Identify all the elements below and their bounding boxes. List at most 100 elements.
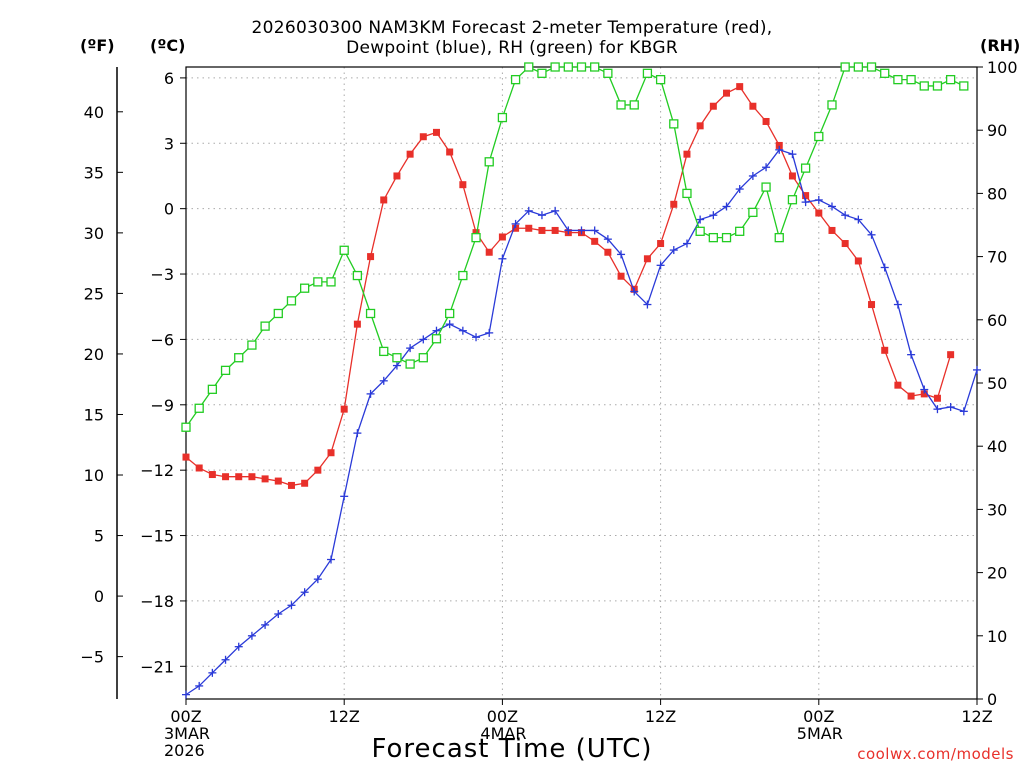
data-series: [181, 62, 981, 699]
rh-point: [945, 74, 956, 85]
dewpoint-point: [907, 350, 916, 359]
dewpoint-point: [221, 655, 230, 664]
dewpoint-point: [313, 575, 322, 584]
rh-tick-label: 100: [987, 58, 1018, 77]
temperature-point: [327, 449, 335, 457]
dewpoint-point: [682, 239, 691, 248]
x-tick-label: 4MAR: [480, 724, 526, 743]
dewpoint-point: [472, 333, 481, 342]
rh-tick-label: 60: [987, 311, 1007, 330]
rh-point: [365, 308, 376, 319]
temperature-point: [696, 122, 704, 130]
rh-point: [590, 62, 600, 72]
temperature-point: [723, 89, 731, 97]
temperature-point: [432, 128, 440, 136]
rh-tick-label: 70: [987, 248, 1007, 267]
rh-point: [669, 119, 679, 129]
rh-tick-label: 10: [987, 627, 1007, 646]
temperature-point: [235, 473, 243, 481]
dewpoint-point: [274, 610, 283, 619]
rh-tick-label: 40: [987, 437, 1007, 456]
rh-point: [787, 195, 798, 205]
x-tick-label: 00Z: [170, 707, 201, 726]
temperature-point: [841, 240, 849, 248]
temperature-point: [353, 320, 361, 328]
temperature-point: [933, 394, 941, 402]
rh-point: [721, 232, 732, 243]
temperature-point: [498, 233, 506, 241]
dewpoint-point: [590, 226, 599, 235]
temperature-point: [525, 224, 533, 232]
temperature-point: [657, 240, 665, 248]
dewpoint-point: [498, 254, 507, 263]
rh-point: [840, 62, 850, 72]
fahrenheit-tick-label: 5: [94, 527, 104, 546]
temperature-point: [591, 237, 599, 245]
rh-point: [405, 359, 415, 369]
dewpoint-point: [340, 492, 349, 501]
fahrenheit-tick-label: 0: [94, 587, 104, 606]
rh-point: [247, 340, 257, 350]
dewpoint-point: [630, 287, 639, 296]
rh-tick-label: 0: [987, 690, 997, 709]
rh-point: [563, 62, 573, 72]
x-axis-label: Forecast Time (UTC): [371, 734, 653, 764]
fahrenheit-tick-label: 10: [84, 466, 104, 485]
rh-point: [642, 68, 653, 78]
temperature-point: [894, 381, 902, 389]
temperature-point: [208, 471, 216, 479]
dewpoint-point: [722, 202, 731, 211]
rh-point: [392, 353, 402, 363]
temperature-point: [261, 475, 269, 483]
rh-tick-label: 50: [987, 374, 1007, 393]
rh-point: [655, 74, 666, 85]
celsius-tick-label: 0: [164, 200, 174, 219]
rh-point: [919, 81, 929, 91]
dewpoint-point: [762, 163, 771, 172]
rh-point: [800, 163, 811, 173]
rh-tick-label: 20: [987, 564, 1007, 583]
dewpoint-point: [669, 246, 678, 255]
dewpoint-point: [973, 365, 981, 374]
x-tick-label: 12Z: [961, 707, 992, 726]
temperature-point: [551, 226, 559, 234]
rh-point: [286, 296, 297, 306]
dewpoint-point: [287, 601, 296, 610]
temperature-point: [340, 405, 348, 413]
rh-point: [339, 245, 349, 255]
rh-point: [326, 277, 336, 287]
rh-point: [260, 321, 270, 331]
fahrenheit-tick-label: 20: [84, 345, 104, 364]
temperature-point: [775, 141, 783, 149]
dewpoint-point: [379, 376, 388, 385]
dewpoint-point: [577, 226, 586, 235]
dewpoint-point: [946, 402, 955, 411]
rh-point: [445, 308, 455, 319]
x-tick-label: 5MAR: [797, 724, 843, 743]
rh-point: [616, 100, 626, 110]
rh-point: [748, 207, 758, 218]
temperature-point: [195, 464, 203, 472]
dewpoint-point: [419, 335, 428, 344]
rh-point: [497, 112, 508, 123]
temperature-point: [802, 192, 810, 200]
rh-point: [313, 277, 323, 287]
dewpoint-point: [458, 326, 467, 335]
dewpoint-point: [406, 344, 415, 353]
dewpoint-point: [656, 261, 665, 270]
rh-point: [194, 403, 204, 413]
dewpoint-point: [788, 150, 797, 159]
temperature-point: [472, 229, 480, 237]
dewpoint-point: [643, 300, 652, 309]
dewpoint-point: [880, 263, 889, 272]
rh-point: [708, 232, 718, 243]
x-tick-label: 3MAR: [164, 724, 210, 743]
rh-point: [853, 62, 863, 72]
temperature-point: [736, 83, 744, 91]
temperature-point: [907, 392, 915, 400]
rh-point: [181, 422, 191, 432]
temperature-point: [222, 473, 230, 481]
dewpoint-point: [300, 588, 309, 597]
dewpoint-point: [182, 690, 190, 699]
temperature-point: [380, 196, 388, 204]
